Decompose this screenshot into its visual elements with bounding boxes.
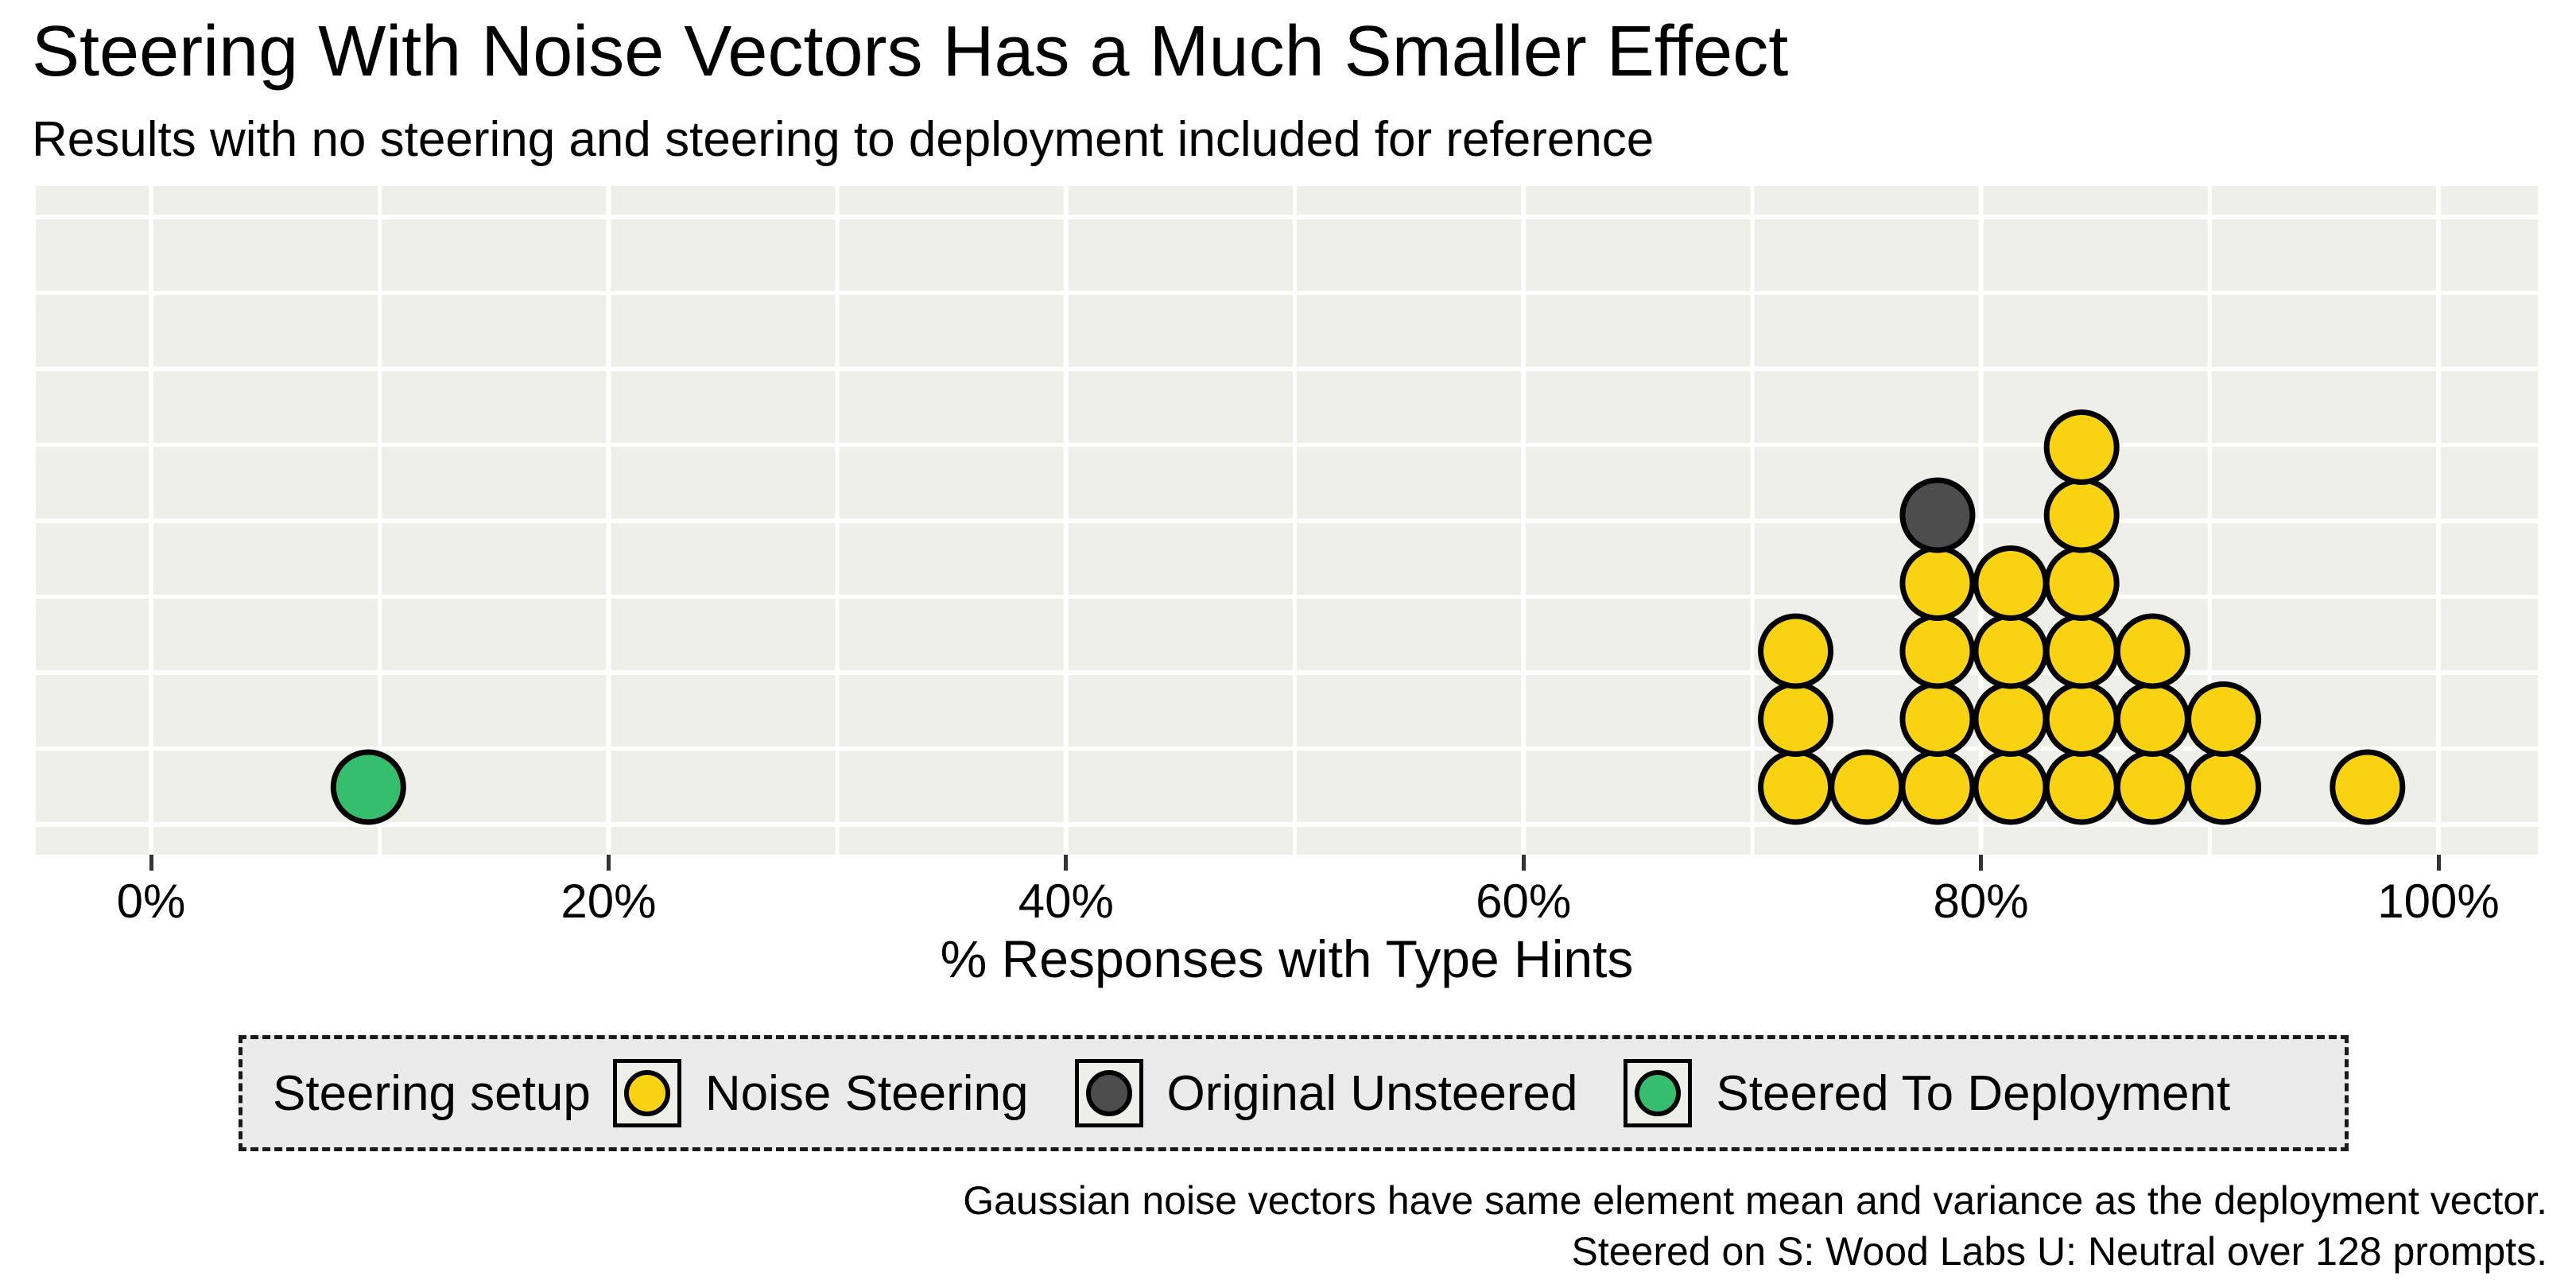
- x-tick-mark: [149, 855, 153, 871]
- legend-item-noise-steering: Noise Steering: [612, 1059, 1029, 1127]
- data-dot: [2043, 545, 2120, 621]
- legend-title: Steering setup: [273, 1065, 591, 1121]
- x-tick-mark: [606, 855, 611, 871]
- legend-label: Original Unsteered: [1166, 1065, 1578, 1121]
- plot-panel: [36, 186, 2538, 855]
- chart-subtitle: Results with no steering and steering to…: [32, 112, 1655, 167]
- x-tick-label: 100%: [2377, 875, 2500, 928]
- original-unsteered-dot-icon: [1085, 1070, 1132, 1116]
- data-dot: [1973, 681, 2049, 757]
- steered-to-deployment-dot-icon: [1635, 1070, 1682, 1116]
- legend-label: Steered To Deployment: [1716, 1065, 2231, 1121]
- data-dot: [2186, 749, 2262, 825]
- x-axis-title: % Responses with Type Hints: [940, 929, 1634, 988]
- data-dot: [2043, 613, 2120, 689]
- data-dot: [1899, 749, 1976, 825]
- legend-item-steered-to-deployment: Steered To Deployment: [1624, 1059, 2230, 1127]
- x-tick-mark: [1064, 855, 1069, 871]
- noise-steering-dot-icon: [623, 1070, 670, 1116]
- data-dot: [2043, 681, 2120, 757]
- x-tick-mark: [1979, 855, 1984, 871]
- legend-key-box: [1624, 1059, 1693, 1127]
- data-dot: [330, 749, 406, 825]
- x-tick-label: 40%: [1018, 875, 1114, 928]
- x-tick-mark: [2436, 855, 2441, 871]
- data-dot: [1899, 613, 1976, 689]
- legend-key-box: [612, 1059, 681, 1127]
- dot-plot-svg: [36, 186, 2538, 855]
- data-dot: [1899, 681, 1976, 757]
- data-dot: [1758, 749, 1834, 825]
- data-dot: [2114, 613, 2190, 689]
- x-tick-label: 0%: [116, 875, 186, 928]
- data-dot: [2043, 477, 2120, 553]
- x-axis: 0% 20% 40% 60% 80% 100%: [36, 855, 2538, 1014]
- data-dot: [1973, 613, 2049, 689]
- data-dot: [1899, 545, 1976, 621]
- legend-key-box: [1074, 1059, 1143, 1127]
- data-dot: [2114, 681, 2190, 757]
- x-tick-label: 80%: [1933, 875, 2029, 928]
- data-dot: [1973, 749, 2049, 825]
- data-dot: [2114, 749, 2190, 825]
- legend-box: Steering setup Noise Steering Original U…: [239, 1035, 2349, 1151]
- legend-label: Noise Steering: [704, 1065, 1029, 1121]
- x-tick-label: 20%: [561, 875, 657, 928]
- x-tick-mark: [1521, 855, 1526, 871]
- data-dot: [1899, 477, 1976, 553]
- data-dot: [2043, 749, 2120, 825]
- x-tick-label: 60%: [1476, 875, 1572, 928]
- data-dot: [1758, 613, 1834, 689]
- data-dot: [1973, 545, 2049, 621]
- caption-line-2: Steered on S: Wood Labs U: Neutral over …: [1571, 1229, 2547, 1274]
- data-dot: [2186, 681, 2262, 757]
- data-dot: [1829, 749, 1905, 825]
- caption-line-1: Gaussian noise vectors have same element…: [963, 1178, 2547, 1223]
- data-dot: [2043, 409, 2120, 485]
- data-dot: [1758, 681, 1834, 757]
- legend-item-original-unsteered: Original Unsteered: [1074, 1059, 1578, 1127]
- caption: Gaussian noise vectors have same element…: [963, 1175, 2547, 1277]
- chart-title: Steering With Noise Vectors Has a Much S…: [32, 12, 1789, 91]
- data-dot: [2330, 749, 2406, 825]
